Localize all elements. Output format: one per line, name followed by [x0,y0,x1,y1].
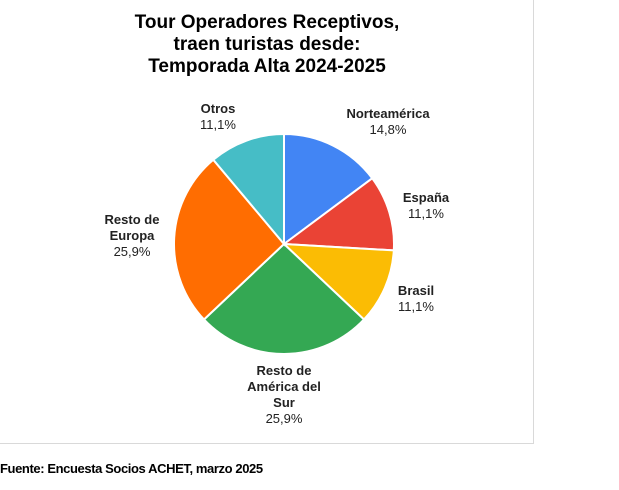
pie-slice-2 [281,242,395,321]
slice-label: España [402,190,450,205]
pie-slice-3 [202,242,366,355]
subtitle-line: Temporada Alta 2024-2025 [148,56,386,77]
label-otros: Otros 11,1% [200,101,236,133]
pie-slice-0 [283,132,374,246]
chart-title: Tour Operadores Receptivos, traen turist… [0,12,534,78]
label-norteamerica: Norteamérica 14,8% [346,106,429,138]
slice-value: 11,1% [408,206,444,221]
source-note: Fuente: Encuesta Socios ACHET, marzo 202… [0,461,263,476]
pie-slice-1 [281,176,395,252]
slice-value: 25,9% [265,411,303,426]
label-espana: España 11,1% [403,190,449,222]
slice-value: 11,1% [398,299,434,314]
slice-label: Brasil [397,283,435,298]
slice-value: 25,9% [113,244,151,259]
pie-slice-4 [173,158,286,321]
slice-label: Otros [200,101,236,116]
title-line: Tour Operadores Receptivos, traen turist… [134,12,400,55]
label-resto-europa: Resto de Europa 25,9% [92,212,172,260]
slice-label: Resto de Europa [104,212,160,243]
pie-slice-5 [211,132,285,247]
slice-value: 11,1% [200,117,236,132]
slice-label: Resto de América del Sur [247,363,321,410]
label-brasil: Brasil 11,1% [398,283,434,315]
chart-frame [0,0,534,444]
slice-value: 14,8% [369,122,407,137]
label-resto-america-sur: Resto de América del Sur 25,9% [238,363,330,427]
slice-label: Norteamérica [346,106,430,121]
